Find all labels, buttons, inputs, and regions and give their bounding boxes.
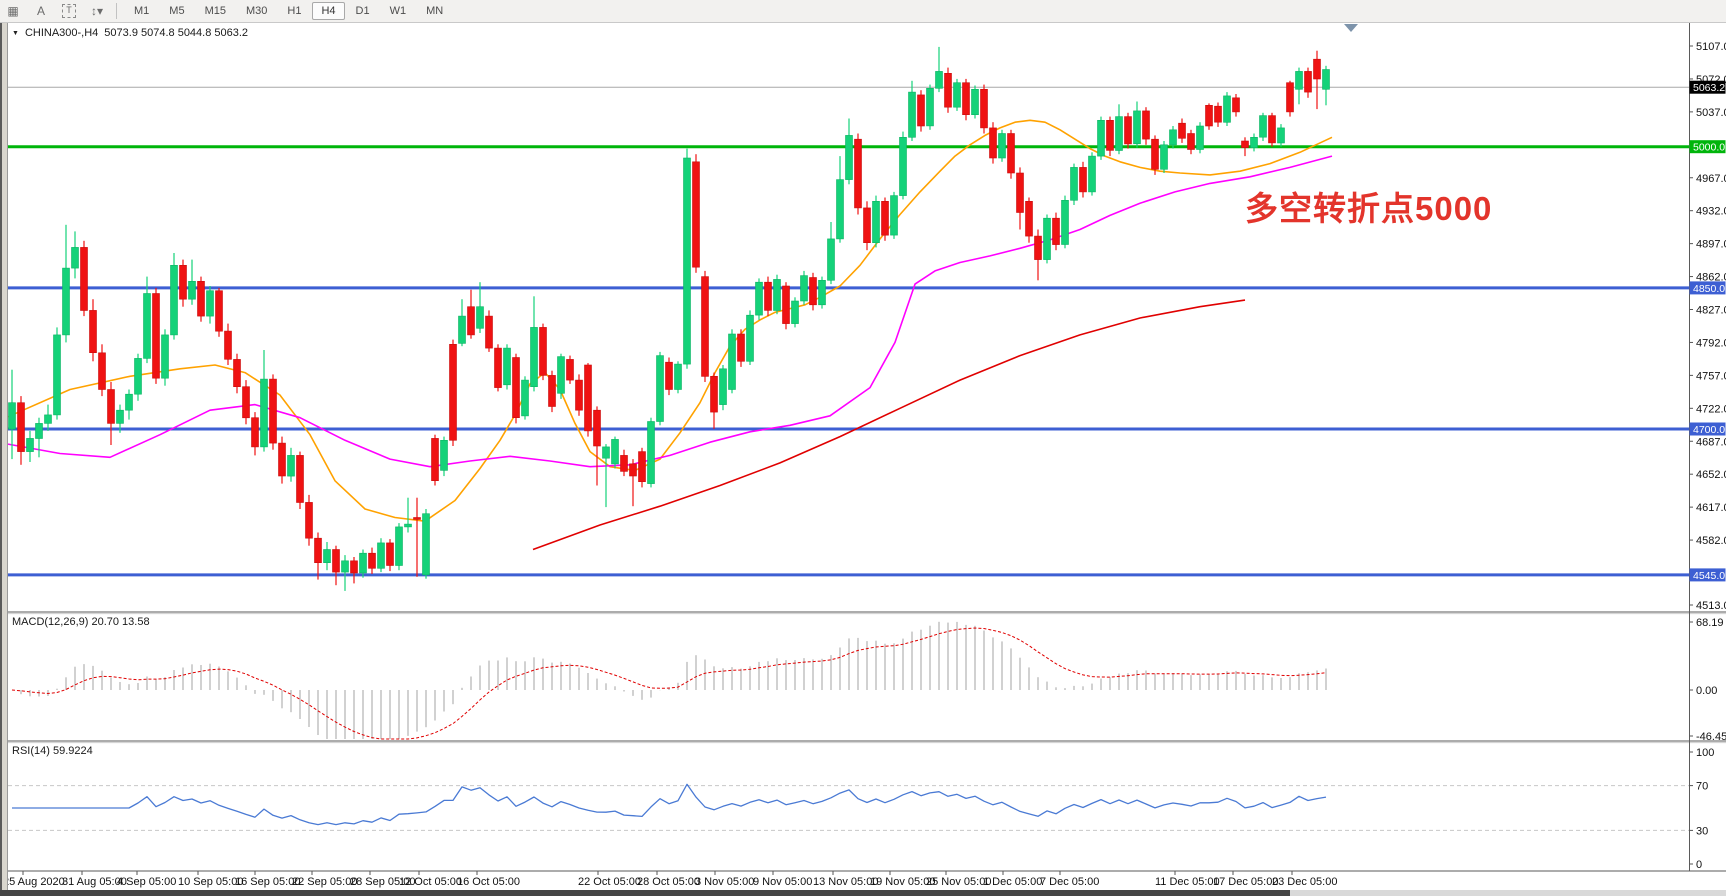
timeframe-button-h4[interactable]: H4 [312,2,345,20]
current-price-tag: 5063.2 [1689,80,1726,94]
svg-text:4513.0: 4513.0 [1696,600,1726,612]
svg-text:13 Nov 05:00: 13 Nov 05:00 [813,876,878,888]
window-left-edge [0,22,8,896]
svg-text:4545.0: 4545.0 [1693,570,1725,582]
candles [8,46,1330,591]
horizontal-level-lines[interactable] [8,145,1689,577]
macd-axis: 68.19 0.00 -46.45 [1689,617,1726,743]
scrollbar-thumb[interactable] [0,890,1290,896]
svg-text:-46.45: -46.45 [1696,731,1726,743]
svg-text:0: 0 [1696,859,1702,871]
svg-text:70: 70 [1696,781,1708,793]
svg-text:4582.0: 4582.0 [1696,535,1726,547]
svg-text:4757.0: 4757.0 [1696,370,1726,382]
macd-histogram [20,621,1327,739]
svg-text:4617.0: 4617.0 [1696,502,1726,514]
timeframe-buttons: M1 M5 M15 M30 H1 H4 D1 W1 MN [125,2,452,20]
svg-text:4827.0: 4827.0 [1696,305,1726,317]
svg-text:25 Nov 05:00: 25 Nov 05:00 [926,876,991,888]
macd-signal-line [11,627,1327,740]
svg-text:100: 100 [1696,747,1714,759]
timeframe-button-w1[interactable]: W1 [389,5,407,17]
svg-text:16 Sep 05:00: 16 Sep 05:00 [235,876,300,888]
svg-text:22 Sep 05:00: 22 Sep 05:00 [292,876,357,888]
price-axis[interactable]: 5107.05072.05037.04967.04932.04897.04862… [1689,41,1726,612]
svg-text:16 Oct 05:00: 16 Oct 05:00 [457,876,520,888]
timeframe-button-d1[interactable]: D1 [355,5,370,17]
timeframe-button-h1[interactable]: H1 [287,5,302,17]
level-price-tag: 4850.0 [1689,281,1726,295]
svg-text:23 Dec 05:00: 23 Dec 05:00 [1272,876,1337,888]
chart-annotation-text: 多空转折点5000 [1245,190,1493,227]
svg-text:17 Dec 05:00: 17 Dec 05:00 [1213,876,1278,888]
svg-text:11 Dec 05:00: 11 Dec 05:00 [1155,876,1220,888]
auto-arrange-icon[interactable]: ↕▾ [90,4,104,18]
svg-text:4 Sep 05:00: 4 Sep 05:00 [117,876,176,888]
svg-text:4652.0: 4652.0 [1696,469,1726,481]
toolbar: ▦ A T ↕▾ M1 M5 M15 M30 H1 H4 D1 W1 MN [0,0,1726,23]
svg-text:4897.0: 4897.0 [1696,239,1726,251]
svg-text:4700.0: 4700.0 [1693,424,1725,436]
svg-text:4850.0: 4850.0 [1693,283,1725,295]
svg-text:30: 30 [1696,825,1708,837]
svg-text:4967.0: 4967.0 [1696,173,1726,185]
rsi-axis: 100 70 30 0 [1689,747,1714,871]
svg-text:5063.2: 5063.2 [1693,82,1725,94]
chart-shift-marker-icon[interactable] [1344,24,1358,32]
timeframe-button-m15[interactable]: M15 [204,5,226,17]
svg-text:4792.0: 4792.0 [1696,337,1726,349]
ma-mid-magenta [7,155,1333,468]
svg-text:9 Nov 05:00: 9 Nov 05:00 [753,876,812,888]
horizontal-scrollbar[interactable] [0,890,1726,896]
svg-text:3 Nov 05:00: 3 Nov 05:00 [695,876,754,888]
symbol-dropdown-icon[interactable]: ▼ [12,29,19,37]
svg-text:4862.0: 4862.0 [1696,272,1726,284]
ohlc-values: 5073.9 5074.8 5044.8 5063.2 [104,27,249,39]
svg-text:7 Dec 05:00: 7 Dec 05:00 [1040,876,1099,888]
ma-slow-red [532,299,1246,551]
svg-text:10 Sep 05:00: 10 Sep 05:00 [178,876,243,888]
svg-text:5037.0: 5037.0 [1696,107,1726,119]
svg-text:22 Oct 05:00: 22 Oct 05:00 [578,876,641,888]
rsi-line [12,783,1327,826]
svg-text:25 Aug 2020: 25 Aug 2020 [3,876,65,888]
svg-text:28 Oct 05:00: 28 Oct 05:00 [637,876,700,888]
new-order-grid-icon[interactable]: ▦ [7,4,19,18]
macd-indicator-label: MACD(12,26,9) 20.70 13.58 [12,616,150,628]
svg-text:4722.0: 4722.0 [1696,403,1726,415]
timeframe-button-m5[interactable]: M5 [169,5,185,17]
svg-text:0.00: 0.00 [1696,685,1717,697]
timeframe-button-m1[interactable]: M1 [134,5,150,17]
svg-text:31 Aug 05:00: 31 Aug 05:00 [62,876,127,888]
level-price-tag: 5000.0 [1689,140,1726,154]
level-price-tag: 4700.0 [1689,422,1726,436]
svg-text:4687.0: 4687.0 [1696,436,1726,448]
svg-text:28 Sep 05:00: 28 Sep 05:00 [350,876,415,888]
svg-text:4932.0: 4932.0 [1696,206,1726,218]
chart-title-row: ▼ CHINA300-,H4 5073.9 5074.8 5044.8 5063… [12,27,248,39]
svg-text:68.19: 68.19 [1696,617,1724,629]
timeframe-button-m30[interactable]: M30 [245,5,268,17]
svg-text:12 Oct 05:00: 12 Oct 05:00 [399,876,462,888]
svg-text:5107.0: 5107.0 [1696,41,1726,53]
rsi-indicator-label: RSI(14) 59.9224 [12,745,93,757]
text-box-icon[interactable]: T [60,3,78,19]
symbol-title: CHINA300-,H4 [24,27,99,39]
svg-text:19 Nov 05:00: 19 Nov 05:00 [870,876,935,888]
toolbar-separator [116,3,117,19]
level-price-tag: 4545.0 [1689,568,1726,582]
svg-text:5000.0: 5000.0 [1693,142,1725,154]
text-label-icon[interactable]: A [36,4,45,18]
svg-text:1 Dec 05:00: 1 Dec 05:00 [983,876,1042,888]
timeframe-button-mn[interactable]: MN [426,5,444,17]
